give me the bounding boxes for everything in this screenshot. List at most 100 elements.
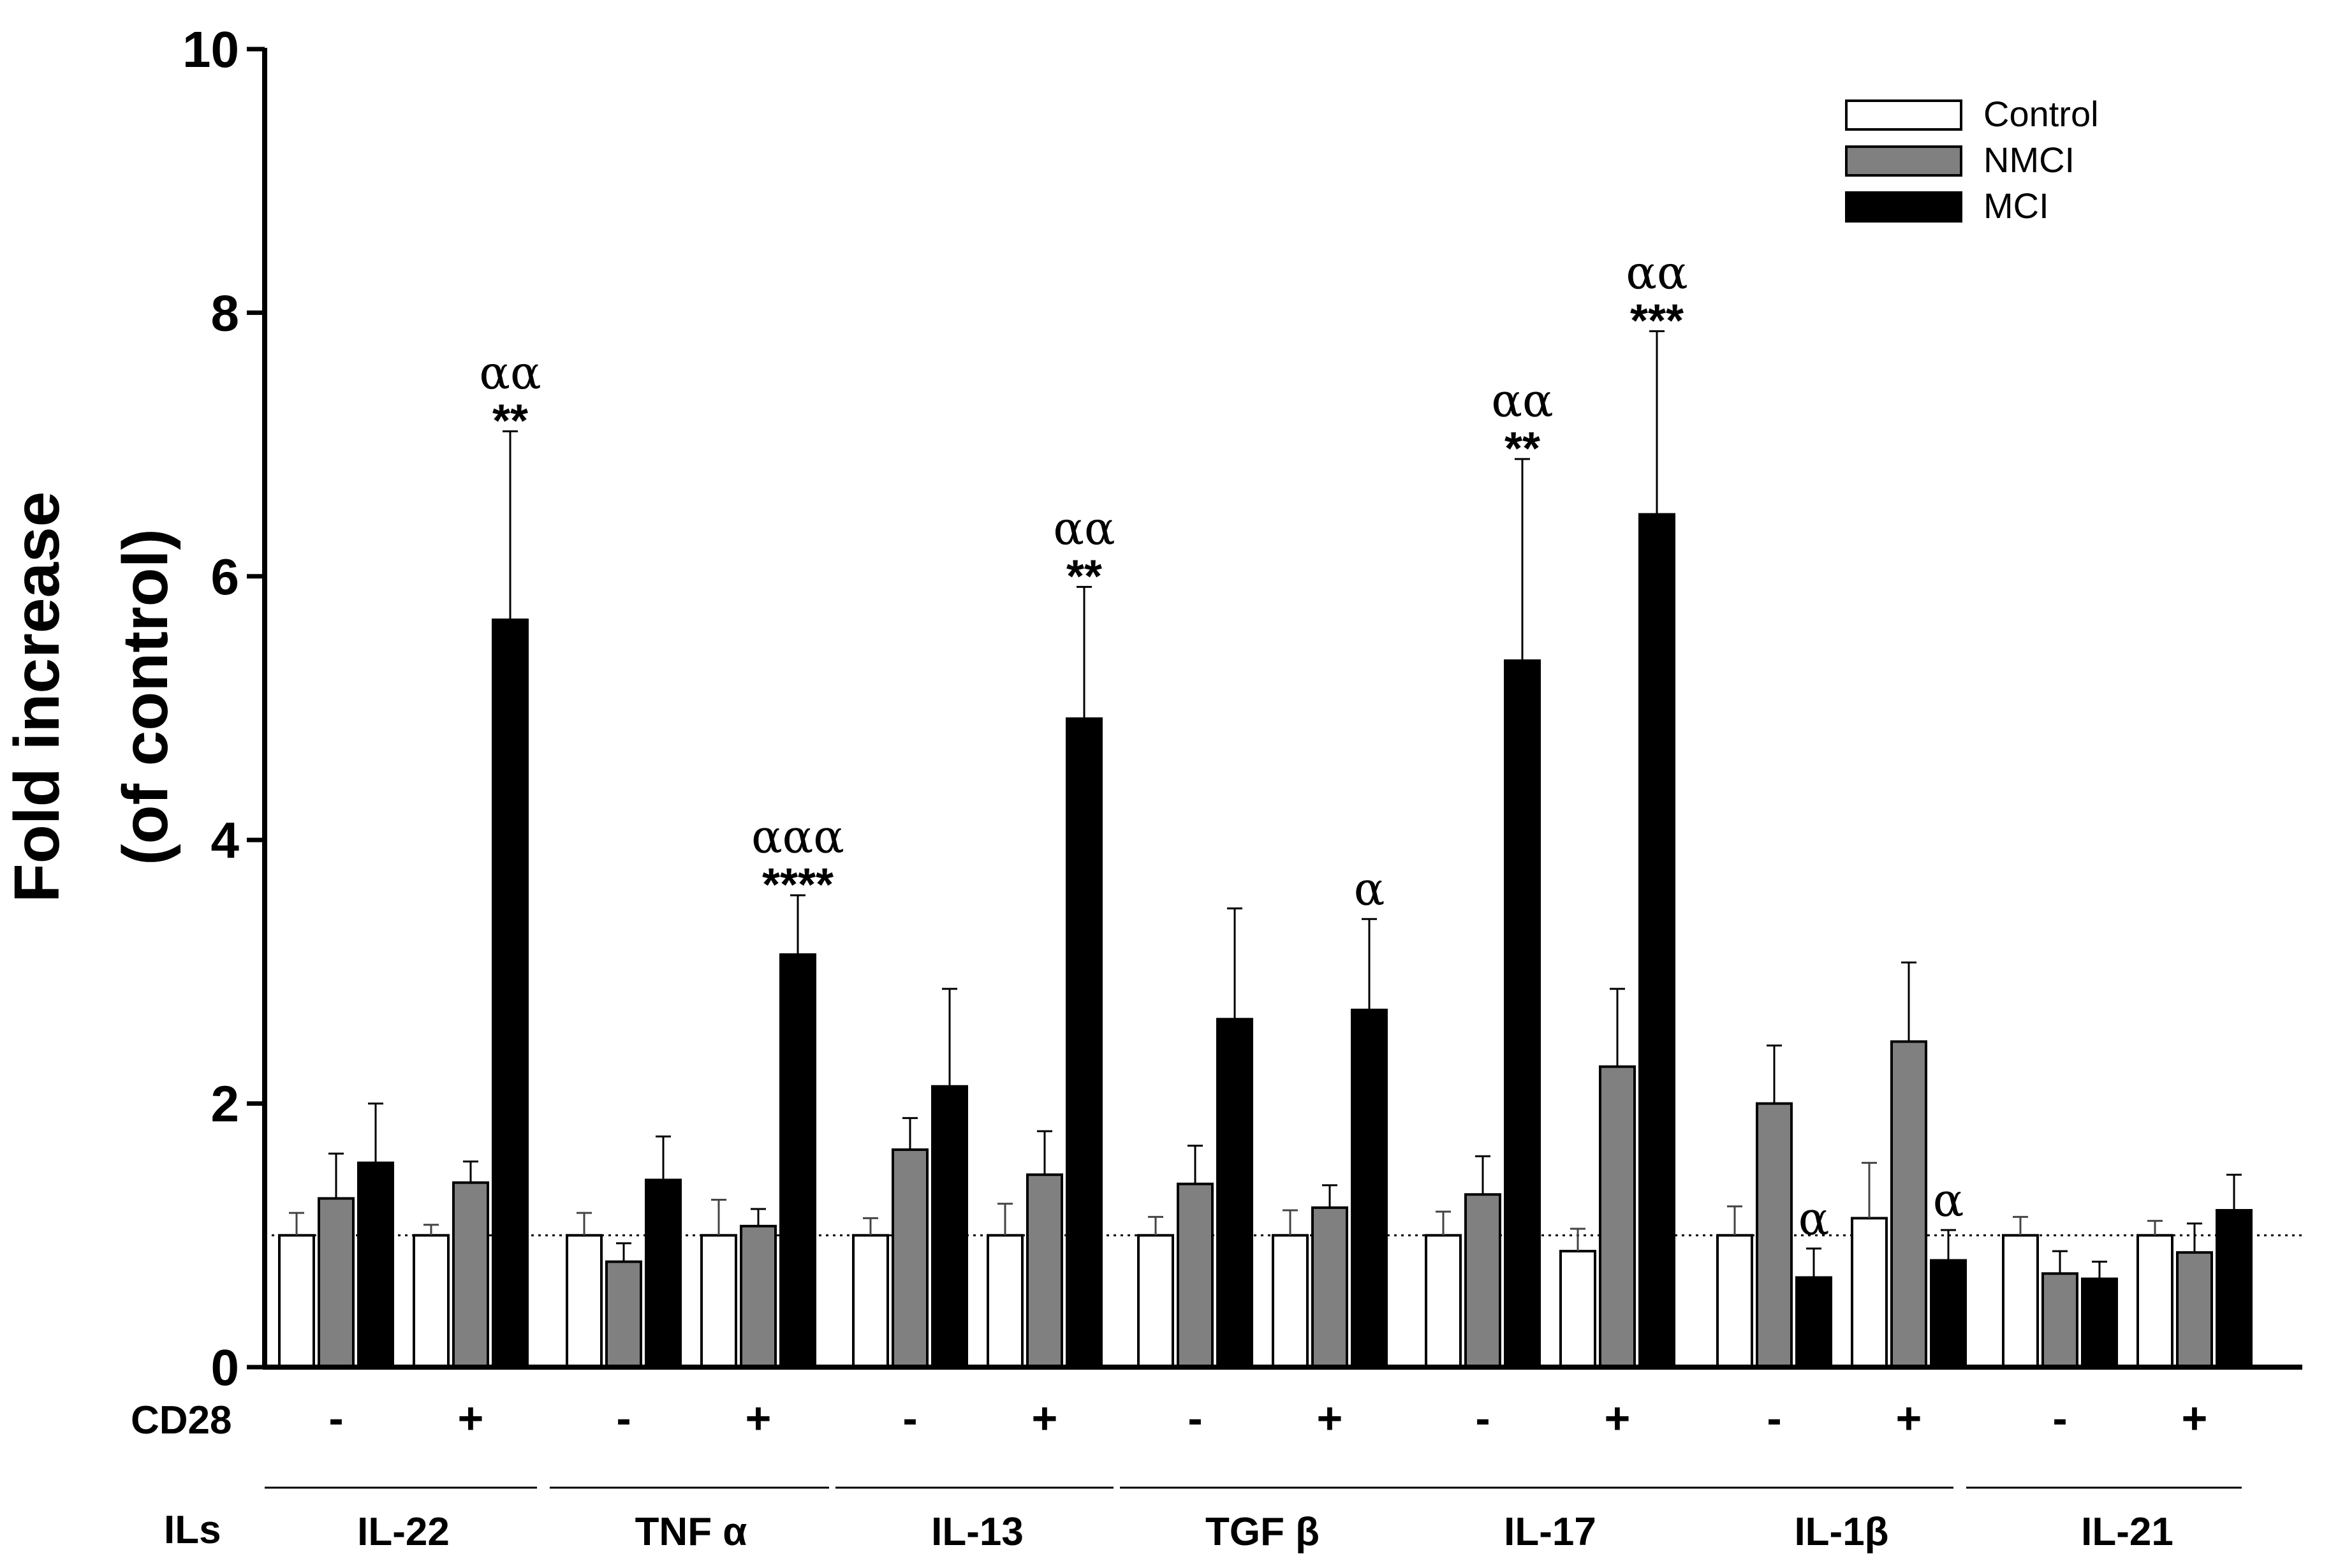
cd28-plus-label: +: [1032, 1393, 1058, 1443]
bar-control-cd28-minus: [566, 1234, 603, 1369]
bar-nmci-cd28-minus: [892, 1148, 929, 1368]
axes-layer: 0 2 4 6 8 10: [182, 21, 2302, 1396]
cd28-plus-label: +: [1605, 1393, 1631, 1443]
significance-alpha: α: [1798, 1192, 1830, 1245]
group-label: IL-17: [1504, 1510, 1596, 1554]
bar-nmci-cd28-plus: [1311, 1206, 1348, 1368]
significance-alpha: αα: [479, 346, 541, 399]
bar-mci-cd28-minus: [931, 1085, 968, 1368]
group-tnf-: ****ααα: [566, 810, 844, 1369]
significance-stars: **: [1066, 551, 1102, 602]
bar-control-cd28-minus: [2002, 1234, 2039, 1369]
bar-control-cd28-plus: [413, 1234, 450, 1369]
bar-mci-cd28-plus: [492, 619, 529, 1368]
bar-control-cd28-plus: [1851, 1217, 1888, 1368]
bar-nmci-cd28-plus: [1599, 1065, 1636, 1368]
bar-control-cd28-plus: [987, 1234, 1024, 1369]
cd28-minus-label: -: [1475, 1393, 1490, 1443]
bar-mci-cd28-plus: [1351, 1008, 1388, 1368]
significance-alpha: α: [1354, 862, 1385, 916]
cd28-row-label: CD28: [131, 1398, 232, 1442]
bar-control-cd28-plus: [1559, 1250, 1596, 1368]
group-label: IL-22: [357, 1510, 450, 1554]
bar-nmci-cd28-plus: [740, 1224, 777, 1369]
cd28-plus-label: +: [458, 1393, 484, 1443]
bar-control-cd28-minus: [1716, 1234, 1753, 1369]
group-label: IL-1β: [1794, 1510, 1888, 1554]
bar-nmci-cd28-minus: [318, 1197, 355, 1368]
y-tick-label: 10: [182, 21, 239, 78]
cd28-plus-label: +: [2182, 1393, 2208, 1443]
legend-swatch-mci: [1845, 191, 1962, 223]
y-axis-title-line-2: (of control): [110, 529, 181, 865]
significance-alpha: αα: [1053, 501, 1115, 555]
bar-mci-cd28-plus: [1930, 1259, 1967, 1368]
labels-layer: CD28 ILs - + IL-22 - + TNF α - + IL-13 - + TGF β - + IL-…: [131, 1393, 2242, 1554]
bar-mci-cd28-minus: [1795, 1276, 1832, 1368]
significance-alpha: αα: [1626, 245, 1688, 299]
significance-alpha: α: [1933, 1173, 1964, 1227]
group-il-21: [2002, 1173, 2253, 1369]
group-label: TNF α: [635, 1510, 747, 1554]
significance-alpha: ααα: [751, 810, 844, 863]
group-label: IL-13: [931, 1510, 1024, 1554]
cd28-minus-label: -: [328, 1393, 343, 1443]
bar-mci-cd28-minus: [2081, 1277, 2118, 1368]
bar-nmci-cd28-minus: [1756, 1102, 1793, 1368]
significance-stars: **: [1504, 423, 1540, 474]
bar-nmci-cd28-minus: [1464, 1193, 1501, 1369]
significance-stars: ***: [1630, 295, 1684, 346]
bars-layer: **αα****ααα**ααα**αα***ααα α: [278, 245, 2253, 1369]
cd28-minus-label: -: [1767, 1393, 1781, 1443]
cd28-minus-label: -: [1188, 1393, 1202, 1443]
bar-nmci-cd28-plus: [2176, 1251, 2213, 1369]
legend-label-control: Control: [1983, 94, 2099, 134]
bar-nmci-cd28-plus: [1026, 1173, 1063, 1369]
group-label: TGF β: [1205, 1510, 1320, 1554]
legend-swatch-control: [1845, 99, 1962, 131]
significance-alpha: αα: [1491, 374, 1553, 427]
y-tick-label: 6: [211, 548, 240, 605]
bar-control-cd28-minus: [1137, 1234, 1174, 1369]
y-axis-title: Fold increase (of control): [1, 492, 181, 903]
legend-label-nmci: NMCI: [1983, 140, 2075, 180]
y-tick-label: 0: [211, 1339, 240, 1396]
bar-mci-cd28-plus: [1638, 513, 1675, 1368]
legend-swatch-nmci: [1845, 145, 1962, 177]
bar-mci-cd28-plus: [2216, 1209, 2253, 1368]
y-tick-label: 2: [211, 1076, 240, 1132]
y-tick-label: 8: [211, 284, 240, 341]
bar-mci-cd28-minus: [1504, 659, 1541, 1368]
group-label: IL-21: [2081, 1510, 2173, 1554]
group-il-17: **αα***αα: [1425, 245, 1688, 1369]
bar-control-cd28-minus: [278, 1234, 315, 1369]
group-tgf-: α: [1137, 862, 1388, 1369]
cd28-plus-label: +: [1317, 1393, 1343, 1443]
bar-nmci-cd28-plus: [1890, 1040, 1927, 1369]
legend-label-mci: MCI: [1983, 186, 2049, 226]
ils-row-label: ILs: [164, 1508, 221, 1552]
cd28-minus-label: -: [616, 1393, 631, 1443]
bar-nmci-cd28-minus: [1177, 1182, 1214, 1368]
y-axis-title-line-1: Fold increase: [1, 492, 73, 903]
cd28-plus-label: +: [746, 1393, 772, 1443]
bar-mci-cd28-minus: [357, 1161, 394, 1368]
cd28-plus-label: +: [1896, 1393, 1922, 1443]
bar-nmci-cd28-minus: [605, 1260, 642, 1369]
significance-stars: ****: [762, 860, 834, 911]
cd28-minus-label: -: [2052, 1393, 2067, 1443]
group-il-22: **αα: [278, 346, 541, 1369]
group-il-13: **αα: [852, 501, 1115, 1369]
y-tick-label: 4: [211, 812, 240, 868]
bar-control-cd28-minus: [852, 1234, 889, 1369]
bar-nmci-cd28-plus: [452, 1181, 489, 1368]
legend: Control NMCI MCI: [1845, 94, 2099, 226]
bar-control-cd28-plus: [2136, 1234, 2173, 1369]
bar-control-cd28-plus: [700, 1234, 737, 1369]
bar-nmci-cd28-minus: [2041, 1272, 2078, 1369]
bar-mci-cd28-minus: [1216, 1018, 1253, 1368]
bar-mci-cd28-plus: [779, 953, 816, 1369]
bar-mci-cd28-plus: [1066, 717, 1103, 1368]
